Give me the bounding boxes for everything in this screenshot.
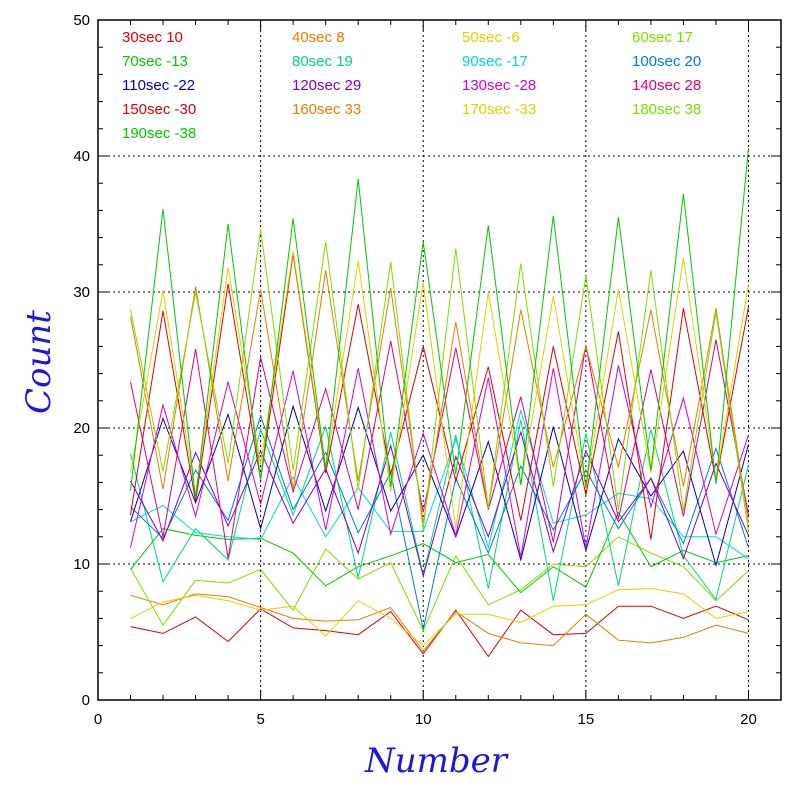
legend-entry: 120sec 29 [292,77,361,94]
legend-entry: 110sec -22 [122,77,195,94]
series-line [130,253,749,540]
axis-ticks: 0 5 10 15 20 0 10 20 30 40 50 [73,12,782,728]
x-axis-title: Number [364,741,509,781]
series-line [130,404,749,568]
legend-entry: 170sec -33 [462,101,536,118]
series-line [130,339,749,559]
legend-entry: 90sec -17 [462,53,528,70]
legend-entry: 150sec -30 [122,101,196,118]
legend-entry: 180sec 38 [632,101,701,118]
legend-entry: 100sec 20 [632,53,701,70]
legend-entry: 70sec -13 [122,53,188,70]
y-axis-title: Count [19,310,59,414]
x-tick-label: 15 [578,711,595,728]
y-tick-label: 40 [73,148,90,165]
legend-entry: 130sec -28 [462,77,536,94]
legend-entry: 30sec 10 [122,29,183,46]
x-tick-label: 10 [415,711,432,728]
series-line [130,229,749,532]
x-tick-label: 0 [94,711,102,728]
y-tick-label: 20 [73,420,90,437]
series-line [130,587,749,647]
x-tick-label: 20 [740,711,757,728]
legend-entry: 140sec 28 [632,77,701,94]
series-line [130,536,749,632]
y-tick-label: 0 [82,692,90,709]
legend-entry: 40sec 8 [292,29,345,46]
plot-frame [97,19,782,701]
y-tick-label: 10 [73,556,90,573]
legend-entry: 160sec 33 [292,101,361,118]
series-line [130,251,749,529]
series-line [130,147,749,499]
legend-entry: 80sec 19 [292,53,353,70]
x-tick-label: 5 [256,711,264,728]
series-line [130,270,749,524]
y-tick-label: 50 [73,12,90,29]
series-line [130,593,749,652]
legend-entry: 190sec -38 [122,125,196,142]
legend-entry: 50sec -6 [462,29,520,46]
legend: 30sec 10 40sec 8 50sec -6 60sec 17 70sec -13… [122,29,701,142]
legend-entry: 60sec 17 [632,29,693,46]
series-lines [130,147,749,658]
series-line [130,419,749,601]
y-tick-label: 30 [73,284,90,301]
series-line [130,365,749,558]
